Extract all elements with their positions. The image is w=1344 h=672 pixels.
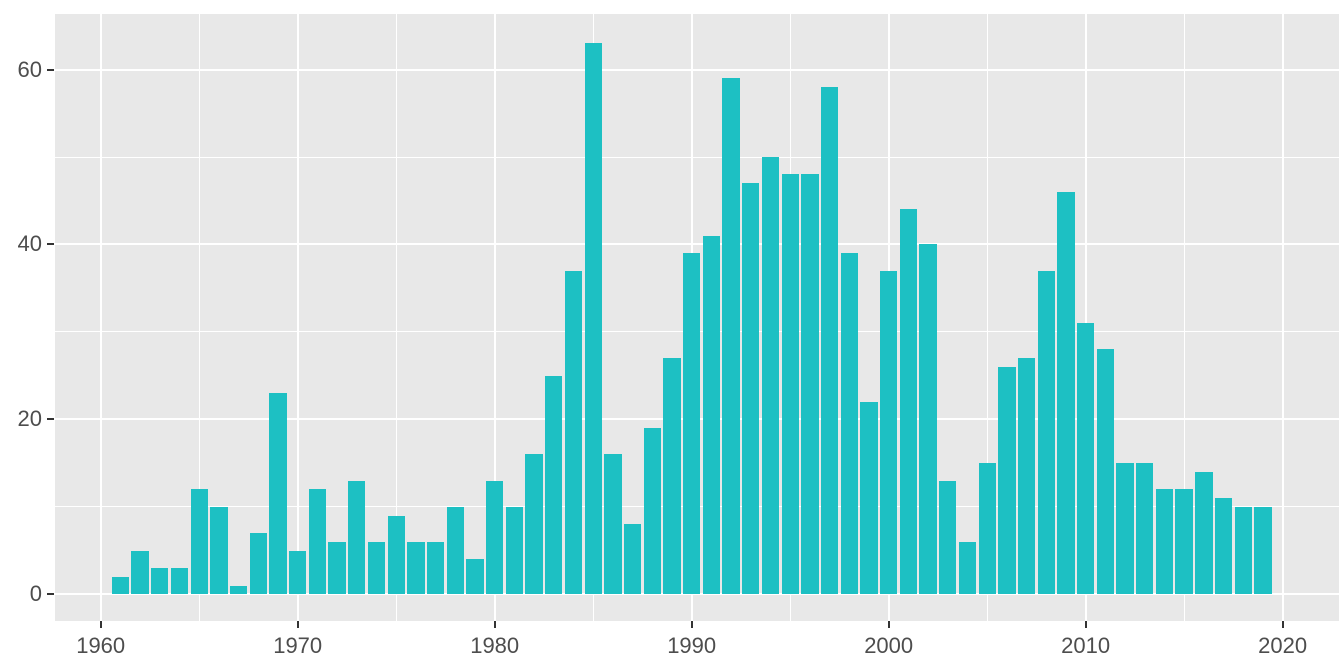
y-tick-label: 60 — [17, 56, 42, 82]
y-tick-mark — [47, 593, 54, 596]
histogram-bar — [486, 480, 504, 595]
minor-gridline-x — [1183, 14, 1185, 621]
y-tick-mark — [47, 68, 54, 71]
histogram-bar — [820, 87, 839, 595]
histogram-bar — [899, 209, 918, 595]
histogram-bar — [328, 541, 346, 595]
histogram-bar — [1076, 323, 1095, 595]
histogram-bar — [249, 533, 267, 595]
histogram-bar — [643, 428, 661, 595]
histogram-bar — [1214, 498, 1233, 595]
major-gridline-x — [1084, 14, 1087, 621]
minor-gridline-x — [395, 14, 397, 621]
x-tick-mark — [690, 621, 693, 628]
y-tick-mark — [47, 243, 54, 246]
histogram-bar — [998, 366, 1016, 595]
x-tick-mark — [1281, 621, 1284, 628]
x-tick-label: 2010 — [1061, 633, 1111, 658]
x-tick-label: 1970 — [273, 633, 323, 658]
x-tick-mark — [493, 621, 496, 628]
histogram-bar — [426, 541, 445, 595]
x-tick-label: 1990 — [667, 633, 717, 658]
histogram-bar — [525, 454, 543, 595]
histogram-bar — [348, 480, 366, 595]
major-gridline-x — [493, 14, 496, 621]
x-tick-mark — [1084, 621, 1087, 628]
histogram-bar — [663, 358, 681, 595]
histogram-bar — [978, 463, 996, 595]
histogram-bar — [1136, 463, 1154, 595]
histogram-bar — [958, 541, 977, 595]
y-tick-mark — [47, 418, 54, 421]
plot-panel — [55, 14, 1339, 621]
histogram-bar — [683, 253, 701, 595]
minor-gridline-y — [55, 156, 1339, 158]
y-tick-label: 20 — [17, 406, 42, 432]
x-tick-mark — [99, 621, 102, 628]
histogram-bar — [545, 375, 563, 595]
x-tick-label: 1980 — [470, 633, 520, 658]
histogram-bar — [1116, 463, 1134, 595]
histogram-bar — [801, 174, 819, 595]
x-tick-mark — [296, 621, 299, 628]
histogram-bar — [564, 270, 583, 595]
histogram-bar — [761, 157, 780, 595]
histogram-bar — [170, 568, 189, 595]
histogram-bar — [466, 559, 484, 595]
histogram-bar — [151, 568, 169, 595]
histogram-bar — [387, 515, 405, 595]
x-tick-label: 2020 — [1258, 633, 1308, 658]
histogram-bar — [1195, 471, 1213, 595]
histogram-bar — [840, 253, 858, 595]
histogram-bar — [190, 489, 208, 595]
major-gridline-x — [99, 14, 102, 621]
major-gridline-y — [55, 593, 1339, 596]
histogram-bar — [1234, 506, 1252, 595]
histogram-bar — [367, 541, 386, 595]
major-gridline-y — [55, 243, 1339, 246]
histogram-bar — [604, 454, 622, 595]
x-tick-label: 2000 — [864, 633, 914, 658]
minor-gridline-x — [198, 14, 200, 621]
histogram-bar — [880, 270, 898, 595]
major-gridline-x — [1281, 14, 1284, 621]
histogram-bar — [1175, 489, 1193, 595]
histogram-bar — [1037, 270, 1055, 595]
histogram-bar — [1155, 489, 1174, 595]
histogram-bar — [111, 576, 130, 595]
histogram-bar — [289, 550, 307, 595]
histogram-bar — [919, 244, 937, 595]
histogram-bar — [1254, 506, 1272, 595]
histogram-bar — [1096, 349, 1115, 595]
histogram-bar — [407, 541, 425, 595]
major-gridline-y — [55, 68, 1339, 71]
y-tick-label: 0 — [29, 581, 42, 607]
x-tick-mark — [887, 621, 890, 628]
histogram-bar — [702, 235, 721, 595]
histogram-bar — [584, 43, 602, 595]
histogram-bar — [722, 78, 740, 595]
histogram-bar — [623, 524, 642, 595]
histogram-bar — [1017, 358, 1036, 595]
histogram-bar — [308, 489, 327, 595]
major-gridline-x — [296, 14, 299, 621]
histogram-bar — [505, 506, 524, 595]
minor-gridline-x — [986, 14, 988, 621]
histogram-bar — [131, 550, 149, 595]
histogram-bar — [742, 183, 760, 595]
x-tick-label: 1960 — [76, 633, 126, 658]
histogram-bar — [269, 393, 287, 595]
histogram-bar — [781, 174, 799, 595]
y-tick-label: 40 — [17, 231, 42, 257]
histogram-bar — [1057, 191, 1075, 595]
histogram-bar — [229, 585, 248, 595]
histogram-bar — [939, 480, 957, 595]
histogram-bar — [210, 506, 228, 595]
histogram-bar — [860, 401, 878, 595]
histogram-bar — [446, 506, 464, 595]
